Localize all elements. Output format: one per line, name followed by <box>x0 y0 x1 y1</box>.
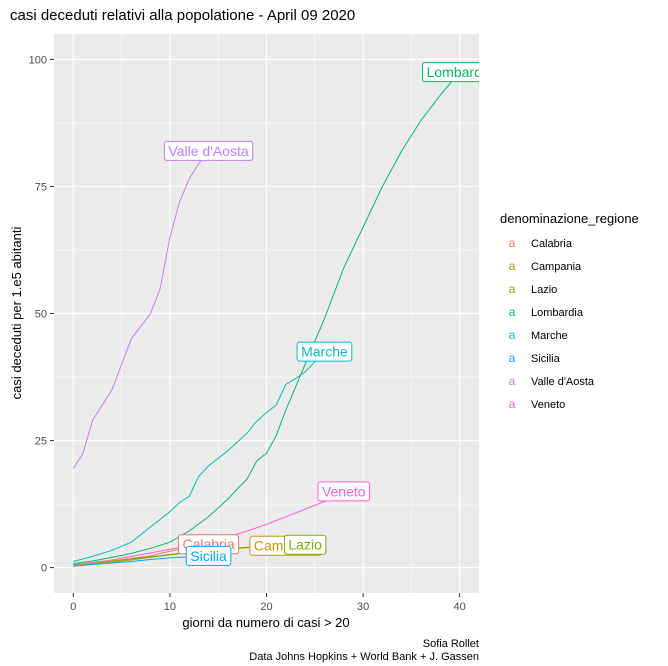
chart-title: casi deceduti relativi alla popolatione … <box>10 7 355 24</box>
legend-item-veneto: a Veneto <box>509 397 566 411</box>
series-label-lombardia: Lombardia <box>422 62 493 83</box>
series-label-lazio: Lazio <box>283 534 327 555</box>
x-tick-label: 40 <box>454 601 466 613</box>
grid-lines <box>54 34 479 593</box>
series-line-lombardia <box>73 71 461 564</box>
legend-label: Lazio <box>531 284 557 296</box>
legend-item-calabria: a Calabria <box>509 236 573 250</box>
legend-item-lombardia: a Lombardia <box>509 305 584 319</box>
series-line-valle-d-aosta <box>72 150 209 469</box>
legend-key: a <box>509 351 516 365</box>
series-label-box <box>185 545 232 566</box>
series-label-text: Marche <box>301 344 348 360</box>
legend-item-campania: a Campania <box>509 259 582 273</box>
legend-label: Sicilia <box>531 353 561 365</box>
legend-key: a <box>509 374 516 388</box>
legend-item-marche: a Marche <box>509 328 568 342</box>
legend-key: a <box>509 328 516 342</box>
legend-label: Calabria <box>531 238 573 250</box>
series-label-box <box>317 481 371 502</box>
legend-key: a <box>509 259 516 273</box>
series-label-text: Valle d'Aosta <box>168 143 248 159</box>
legend-key: a <box>509 305 516 319</box>
legend-label: Veneto <box>531 399 565 411</box>
x-axis-label: giorni da numero di casi > 20 <box>182 615 349 630</box>
series-label-text: Lombardia <box>427 64 493 80</box>
y-tick-label: 25 <box>35 436 47 448</box>
y-axis-label: casi deceduti per 1.e5 abitanti <box>9 227 24 400</box>
y-tick-label: 75 <box>35 181 47 193</box>
series-label-text: Veneto <box>322 483 366 499</box>
x-tick-label: 30 <box>357 601 369 613</box>
legend-item-valle-d-aosta: a Valle d'Aosta <box>509 374 595 388</box>
axis-ticks: 0 10 20 30 40 0 25 50 75 100 <box>29 54 466 613</box>
x-tick-label: 10 <box>164 601 176 613</box>
caption-author: Sofia Rollet <box>423 638 479 650</box>
series-label-valle-d-aosta: Valle d'Aosta <box>163 140 254 161</box>
legend-key: a <box>509 282 516 296</box>
legend-label: Campania <box>531 261 582 273</box>
series-label-marche: Marche <box>296 341 353 362</box>
series-label-text: Sicilia <box>190 548 227 564</box>
y-tick-label: 50 <box>35 309 47 321</box>
legend-title: denominazione_regione <box>500 211 639 226</box>
series-label-box <box>422 62 479 83</box>
legend-label: Marche <box>531 330 568 342</box>
legend-key: a <box>509 397 516 411</box>
caption-source: Data Johns Hopkins + World Bank + J. Gas… <box>249 651 479 663</box>
y-tick-label: 0 <box>41 563 47 575</box>
legend: denominazione_regione a Calabria a Campania… <box>500 211 639 411</box>
series-label-veneto: Veneto <box>317 481 371 502</box>
series-label-text: Lazio <box>288 537 322 553</box>
legend-label: Valle d'Aosta <box>531 376 595 388</box>
legend-label: Lombardia <box>531 307 584 319</box>
series-label-box <box>296 341 353 362</box>
series-line-marche <box>73 351 325 562</box>
series-label-sicilia: Sicilia <box>185 545 232 566</box>
legend-key: a <box>509 236 516 250</box>
x-tick-label: 0 <box>70 601 76 613</box>
y-tick-label: 100 <box>29 54 47 66</box>
x-tick-label: 20 <box>260 601 272 613</box>
series-label-box <box>163 140 254 161</box>
legend-item-lazio: a Lazio <box>509 282 558 296</box>
series-label-box <box>283 534 327 555</box>
legend-item-sicilia: a Sicilia <box>509 351 561 365</box>
